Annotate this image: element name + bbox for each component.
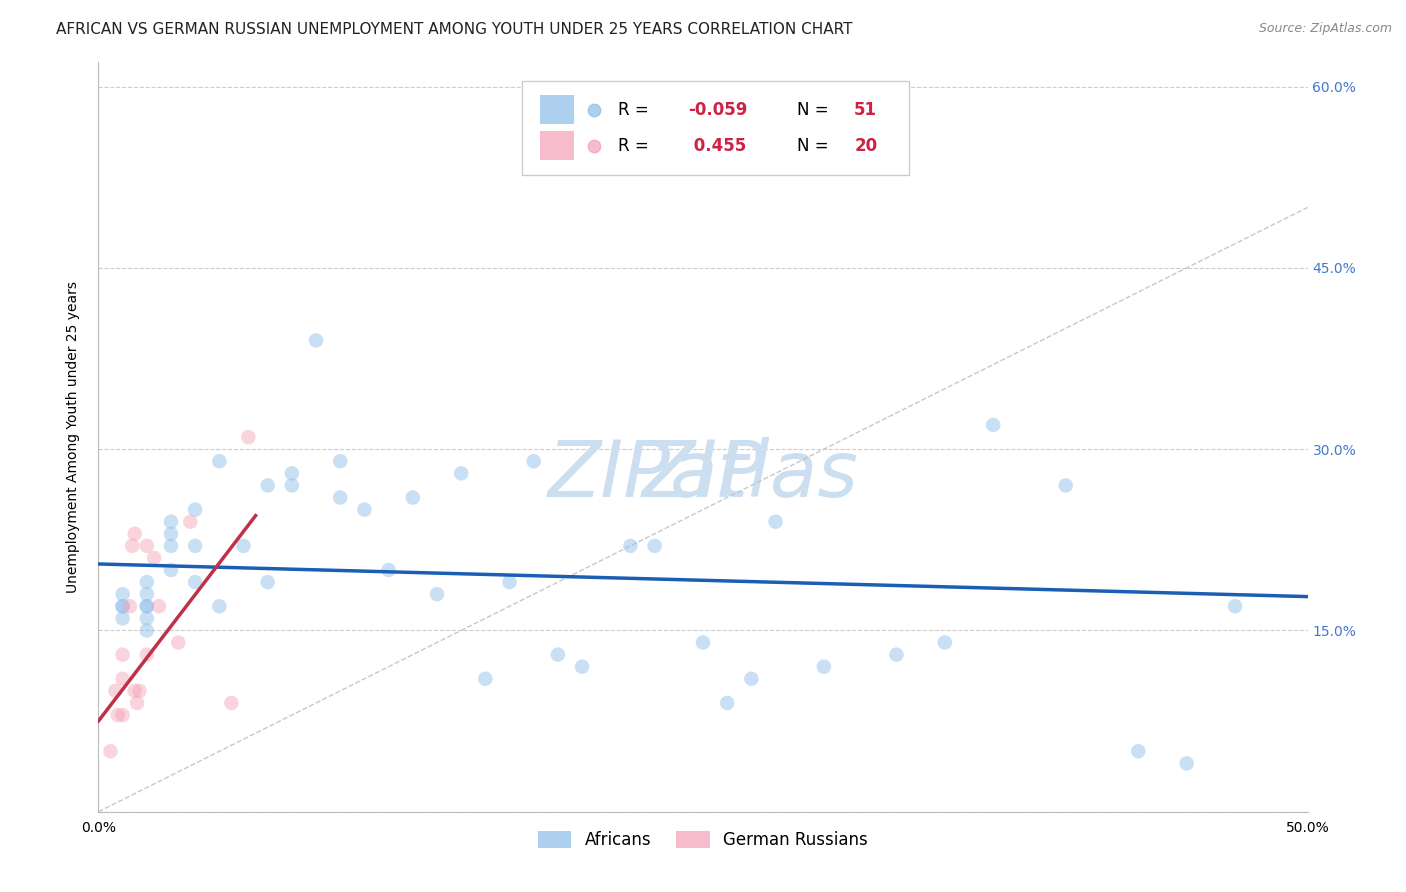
Point xyxy=(184,502,207,516)
Point xyxy=(121,539,143,553)
Point xyxy=(111,599,134,614)
Point xyxy=(256,478,278,492)
Point xyxy=(167,635,190,649)
Point xyxy=(143,550,166,565)
Point xyxy=(1223,599,1246,614)
Point xyxy=(1054,478,1077,492)
Point xyxy=(127,696,149,710)
Point xyxy=(124,526,146,541)
Point xyxy=(135,611,157,625)
Point xyxy=(135,575,157,590)
Text: N =: N = xyxy=(797,136,834,154)
Y-axis label: Unemployment Among Youth under 25 years: Unemployment Among Youth under 25 years xyxy=(66,281,80,593)
Point xyxy=(184,539,207,553)
Text: ZIPatlas: ZIPatlas xyxy=(547,436,859,513)
Point xyxy=(107,708,129,723)
Point xyxy=(111,611,134,625)
Point xyxy=(208,454,231,468)
Point xyxy=(692,635,714,649)
FancyBboxPatch shape xyxy=(522,81,908,175)
Point xyxy=(305,334,328,348)
Point xyxy=(160,563,183,577)
Text: Source: ZipAtlas.com: Source: ZipAtlas.com xyxy=(1258,22,1392,36)
FancyBboxPatch shape xyxy=(540,95,574,124)
Point xyxy=(377,563,399,577)
Point xyxy=(128,684,150,698)
FancyBboxPatch shape xyxy=(540,131,574,160)
Point xyxy=(111,708,134,723)
Text: R =: R = xyxy=(619,136,654,154)
Point xyxy=(111,599,134,614)
Point xyxy=(111,648,134,662)
Point xyxy=(135,599,157,614)
Point xyxy=(100,744,122,758)
Point xyxy=(981,417,1004,432)
Point xyxy=(135,539,157,553)
Text: ZIP: ZIP xyxy=(641,436,765,513)
Point xyxy=(619,539,641,553)
Text: 20: 20 xyxy=(855,136,877,154)
Point xyxy=(238,430,260,444)
Point xyxy=(135,648,157,662)
Point xyxy=(450,467,472,481)
Point xyxy=(184,575,207,590)
Point xyxy=(232,539,254,553)
Point xyxy=(160,539,183,553)
Point xyxy=(934,635,956,649)
Point xyxy=(281,478,304,492)
Point xyxy=(111,672,134,686)
Text: R =: R = xyxy=(619,101,654,119)
Text: 0.455: 0.455 xyxy=(689,136,747,154)
Text: AFRICAN VS GERMAN RUSSIAN UNEMPLOYMENT AMONG YOUTH UNDER 25 YEARS CORRELATION CH: AFRICAN VS GERMAN RUSSIAN UNEMPLOYMENT A… xyxy=(56,22,853,37)
Point xyxy=(221,696,243,710)
Point xyxy=(1175,756,1198,771)
Point xyxy=(740,672,762,686)
Point xyxy=(498,575,520,590)
Point xyxy=(813,659,835,673)
Point xyxy=(426,587,449,601)
Point xyxy=(474,672,496,686)
Point xyxy=(1128,744,1150,758)
Text: -0.059: -0.059 xyxy=(689,101,748,119)
Point xyxy=(716,696,738,710)
Point xyxy=(160,515,183,529)
Point xyxy=(135,599,157,614)
Point xyxy=(135,587,157,601)
Legend: Africans, German Russians: Africans, German Russians xyxy=(531,824,875,855)
Point xyxy=(329,491,352,505)
Point xyxy=(135,624,157,638)
Point xyxy=(765,515,787,529)
Point xyxy=(256,575,278,590)
Point xyxy=(329,454,352,468)
Point xyxy=(148,599,170,614)
Point xyxy=(571,659,593,673)
Point xyxy=(523,454,546,468)
Point xyxy=(124,684,146,698)
Point xyxy=(104,684,127,698)
Point xyxy=(402,491,425,505)
Point xyxy=(281,467,304,481)
Point xyxy=(547,648,569,662)
Text: 51: 51 xyxy=(855,101,877,119)
Point xyxy=(118,599,141,614)
Text: N =: N = xyxy=(797,101,834,119)
Point xyxy=(208,599,231,614)
Point xyxy=(111,587,134,601)
Point xyxy=(644,539,666,553)
Point xyxy=(886,648,908,662)
Point xyxy=(353,502,375,516)
Point xyxy=(160,526,183,541)
Point xyxy=(179,515,201,529)
